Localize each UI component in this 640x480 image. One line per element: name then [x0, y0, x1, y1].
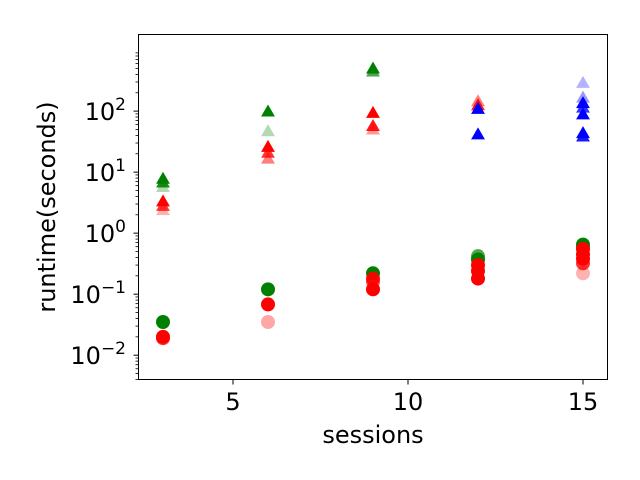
- data-point-triangle-s1-p8: [366, 122, 380, 135]
- x-tick-label: 10: [393, 388, 424, 416]
- data-point-triangle-s0-p3: [261, 104, 275, 117]
- y-tick-label: 101: [85, 156, 126, 187]
- data-point-circle-s4-p3: [261, 315, 275, 330]
- data-point-triangle-s1-p7: [366, 118, 380, 131]
- data-point-circle-s3-p1: [261, 282, 275, 297]
- data-point-triangle-s1-p6: [366, 105, 380, 118]
- y-axis-label: runtime(seconds): [33, 101, 61, 312]
- y-tick-label: 100: [85, 217, 126, 248]
- data-point-circle-s4-p13: [576, 256, 590, 271]
- axis-ticks: 5 10 15 10−2 10−1 100 101 102: [70, 52, 599, 416]
- data-point-triangle-s0-p2: [156, 179, 170, 192]
- plot-area-frame: [138, 34, 608, 380]
- data-point-triangle-s1-p2: [156, 203, 170, 216]
- data-point-triangle-s2-p8: [576, 129, 590, 142]
- data-point-triangle-s0-p6: [366, 64, 380, 77]
- data-point-circle-s4-p14: [576, 266, 590, 281]
- y-tick-label: 102: [85, 95, 126, 126]
- y-tick-label: 10−1: [70, 278, 126, 309]
- data-point-triangle-s1-p1: [156, 198, 170, 211]
- data-point-circle-s4-p1: [156, 331, 170, 346]
- data-point-circle-s4-p2: [261, 297, 275, 312]
- data-point-triangle-s2-p5: [576, 100, 590, 113]
- data-point-circle-s4-p9: [471, 271, 485, 286]
- data-point-triangle-s2-p1: [471, 127, 485, 140]
- data-point-triangle-s2-p2: [576, 75, 590, 88]
- data-markers: [156, 61, 590, 346]
- data-point-triangle-s1-p5: [261, 151, 275, 164]
- data-point-circle-s4-p6: [366, 282, 380, 297]
- data-point-circle-s3-p0: [156, 315, 170, 330]
- data-point-triangle-s0-p4: [261, 124, 275, 137]
- x-axis-label: sessions: [322, 421, 423, 449]
- data-point-triangle-s2-p6: [576, 107, 590, 120]
- data-point-triangle-s0-p1: [156, 175, 170, 188]
- y-tick-label: 10−2: [70, 339, 126, 370]
- data-point-triangle-s2-p0: [471, 101, 485, 114]
- x-tick-label: 15: [568, 388, 599, 416]
- x-tick-label: 5: [225, 388, 240, 416]
